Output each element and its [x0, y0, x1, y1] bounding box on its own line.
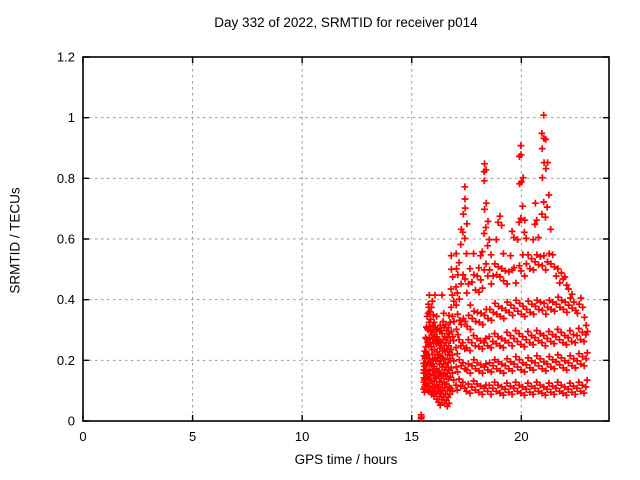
y-tick-label: 0.4 — [57, 292, 75, 307]
x-axis-label: GPS time / hours — [294, 452, 398, 467]
x-tick-label: 10 — [295, 429, 309, 444]
x-tick-label: 20 — [514, 429, 528, 444]
y-tick-label: 0.8 — [57, 171, 75, 186]
x-tick-label: 15 — [405, 429, 419, 444]
y-tick-label: 0 — [68, 414, 75, 429]
grid-lines — [83, 57, 609, 421]
chart-title: Day 332 of 2022, SRMTID for receiver p01… — [214, 15, 478, 30]
x-tick-label: 0 — [79, 429, 86, 444]
scatter-points — [417, 111, 591, 422]
y-tick-label: 1 — [68, 110, 75, 125]
x-tick-label: 5 — [189, 429, 196, 444]
y-tick-label: 0.2 — [57, 353, 75, 368]
y-tick-label: 1.2 — [57, 50, 75, 65]
plot-border — [82, 56, 610, 422]
y-tick-label: 0.6 — [57, 232, 75, 247]
